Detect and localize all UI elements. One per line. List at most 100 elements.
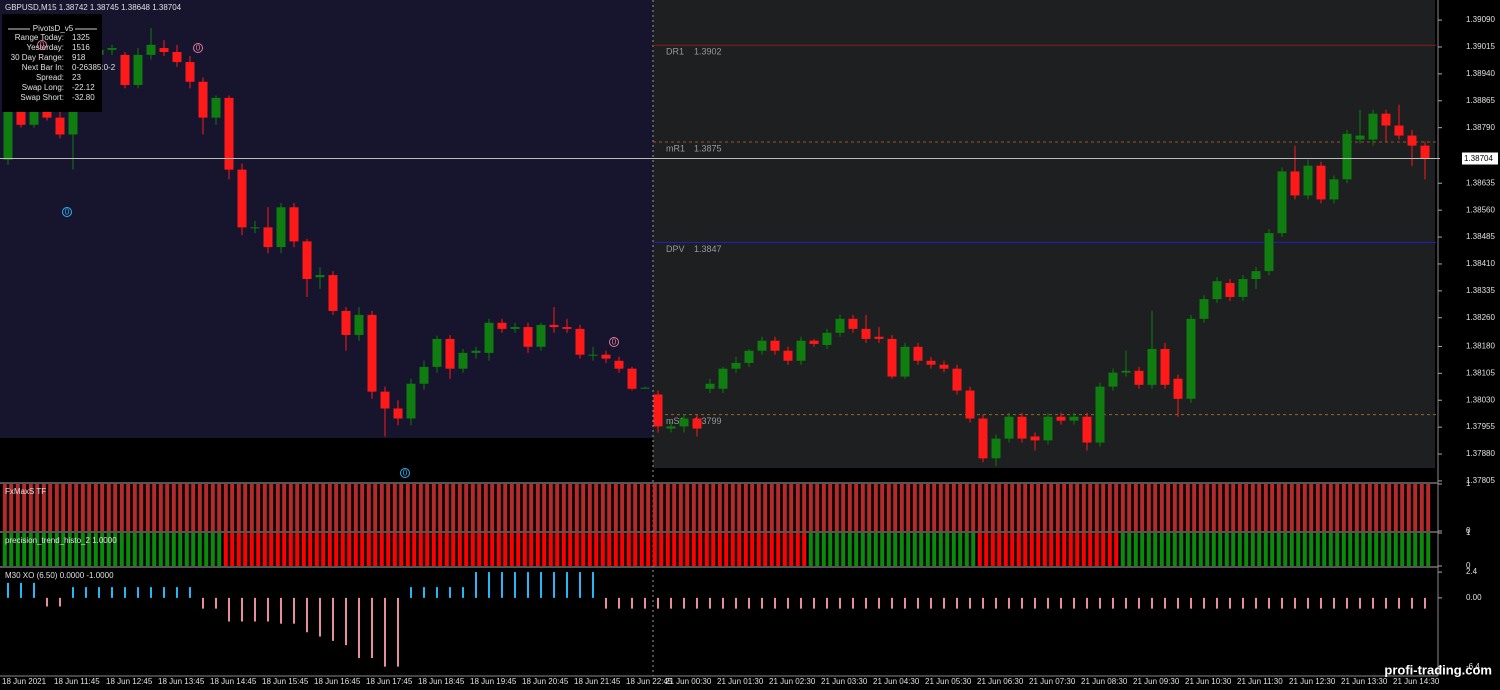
trend-bar: [477, 533, 482, 566]
histo-bar: [490, 484, 495, 531]
trend-bar: [782, 533, 787, 566]
histo-bar: [321, 484, 326, 531]
histo-bar: [418, 484, 423, 531]
xo-bar: [345, 597, 347, 646]
x-tick-label: 18 Jun 2021: [2, 677, 47, 686]
histo-bar: [1289, 484, 1294, 531]
signal: 0: [65, 208, 70, 217]
xo-bar: [813, 597, 815, 609]
xo-bar: [280, 597, 282, 624]
trend-bar: [1354, 533, 1359, 566]
trend-bar: [1361, 533, 1366, 566]
trend-bar: [672, 533, 677, 566]
trend-bar: [204, 533, 209, 566]
histo-bar: [984, 484, 989, 531]
histo-bar: [1153, 484, 1158, 531]
xo-bar: [189, 587, 191, 598]
histo-bar: [373, 484, 378, 531]
histo-bar: [431, 484, 436, 531]
trend-bar: [1101, 533, 1106, 566]
xo-bar: [995, 597, 997, 609]
trend-bar: [938, 533, 943, 566]
trend-bar: [828, 533, 833, 566]
histo-bar: [438, 484, 443, 531]
signal-circle: [37, 40, 47, 50]
trend-bar: [191, 533, 196, 566]
histo-bar: [457, 484, 462, 531]
xo-bar: [111, 587, 113, 598]
histo-bar: [587, 484, 592, 531]
xo-bar: [1255, 597, 1257, 609]
candle-body: [640, 387, 650, 389]
trend-bar: [659, 533, 664, 566]
signal: 0: [403, 469, 408, 478]
histo-bar: [360, 484, 365, 531]
histo-bar: [1036, 484, 1041, 531]
x-tick-label: 18 Jun 15:45: [262, 677, 309, 686]
candle-body: [1121, 370, 1131, 373]
xo-bar: [1086, 597, 1088, 609]
histo-bar: [496, 484, 501, 531]
trend-bar: [555, 533, 560, 566]
histo-bar: [945, 484, 950, 531]
candle-body: [510, 327, 520, 329]
trend-bar: [542, 533, 547, 566]
trend-bar: [165, 533, 170, 566]
histo-bar: [1016, 484, 1021, 531]
trend-bar: [288, 533, 293, 566]
trend-bar: [1250, 533, 1255, 566]
trend-bar: [1231, 533, 1236, 566]
trend-bar: [750, 533, 755, 566]
trend-bar: [386, 533, 391, 566]
xo-bar: [1385, 597, 1387, 609]
trend-bar: [594, 533, 599, 566]
histo-bar: [724, 484, 729, 531]
trend-bar: [366, 533, 371, 566]
trend-bar: [899, 533, 904, 566]
trend-bar: [821, 533, 826, 566]
trend-bar: [626, 533, 631, 566]
candle-body: [1342, 133, 1352, 180]
histo-bar: [1107, 484, 1112, 531]
histo-bar: [1114, 484, 1119, 531]
candle-body: [68, 109, 78, 135]
trend-bar: [243, 533, 248, 566]
trend-bar: [171, 533, 176, 566]
histo-bar: [997, 484, 1002, 531]
histo-bar: [899, 484, 904, 531]
trend-bar: [321, 533, 326, 566]
xo-bar: [33, 582, 35, 598]
candle-body: [783, 350, 793, 361]
histo-bar: [1127, 484, 1132, 531]
trend-bar: [22, 533, 27, 566]
pivot-name: DR1: [666, 47, 684, 57]
trend-bar: [1016, 533, 1021, 566]
histo-bar: [548, 484, 553, 531]
histo-bar: [191, 484, 196, 531]
pivot-value: 1.3875: [694, 143, 722, 153]
trend-bar: [327, 533, 332, 566]
trend-bar: [334, 533, 339, 566]
histo-bar: [1172, 484, 1177, 531]
candle-body: [445, 338, 455, 369]
histo-bar: [269, 484, 274, 531]
trend-bar: [1205, 533, 1210, 566]
histo-bar: [821, 484, 826, 531]
trend-bar: [236, 533, 241, 566]
info-label: Yesterday:: [26, 43, 64, 52]
trend-bar: [67, 533, 72, 566]
trend-bar: [1296, 533, 1301, 566]
candle-body: [1082, 416, 1092, 443]
info-title: PivotsD_v5: [33, 24, 74, 33]
xo-bar: [969, 597, 971, 609]
trend-bar: [945, 533, 950, 566]
xo-bar: [176, 587, 178, 598]
histo-bar: [1393, 484, 1398, 531]
trend-bar: [1322, 533, 1327, 566]
signals: 0 0 0 0 0: [37, 40, 619, 478]
trend-bar: [1224, 533, 1229, 566]
histo-bar: [249, 484, 254, 531]
y-tick-label: 1.39015: [1466, 42, 1495, 51]
trend-bar: [314, 533, 319, 566]
x-tick-label: 18 Jun 17:45: [366, 677, 413, 686]
